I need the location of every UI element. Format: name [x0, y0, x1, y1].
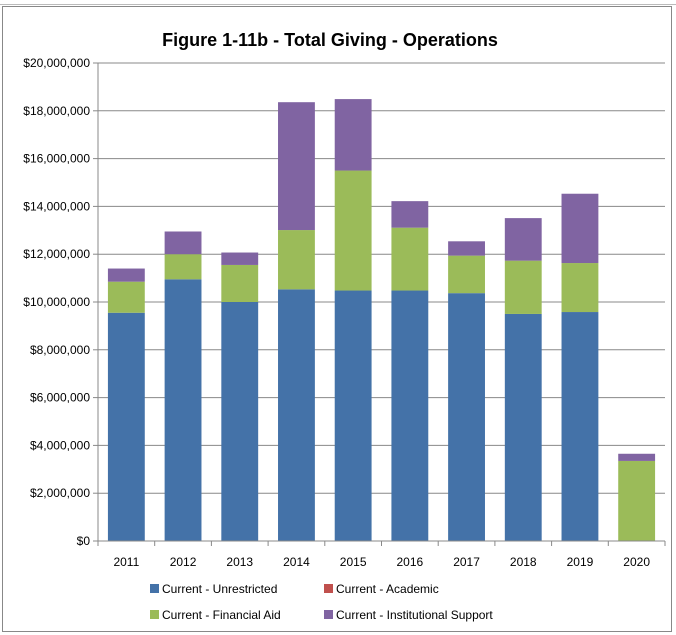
bar-segment [448, 255, 485, 294]
bar-segment [221, 302, 259, 541]
bar-segment [618, 460, 656, 541]
bar-segment [164, 231, 202, 255]
bar-segment [221, 252, 259, 265]
legend-swatch [150, 584, 159, 593]
legend-swatch [150, 610, 159, 619]
legend-swatch [324, 584, 333, 593]
bar-segment [278, 289, 315, 541]
bar-segment [391, 290, 429, 541]
bar-segment [278, 230, 315, 290]
bar-segment [561, 263, 599, 313]
y-tick-label: $20,000,000 [23, 56, 90, 70]
x-tick-label: 2019 [567, 555, 594, 569]
y-tick-label: $16,000,000 [23, 152, 90, 166]
bar-segment [561, 193, 599, 264]
x-tick-label: 2012 [170, 555, 197, 569]
x-tick-label: 2011 [113, 555, 139, 569]
y-tick-label: $12,000,000 [23, 247, 90, 261]
bar-segment [448, 293, 485, 541]
bar-segment [278, 102, 315, 231]
bar-segment [221, 264, 259, 302]
x-tick-label: 2020 [623, 555, 650, 569]
x-tick-label: 2016 [396, 555, 423, 569]
bar-segment [504, 260, 542, 314]
bar-segment [561, 312, 599, 541]
bar-segment [334, 290, 372, 541]
y-tick-label: $8,000,000 [30, 343, 90, 357]
x-tick-label: 2014 [283, 555, 310, 569]
bar-segment [504, 313, 542, 541]
legend-label: Current - Academic [336, 582, 439, 596]
y-tick-label: $10,000,000 [23, 295, 90, 309]
y-tick-label: $4,000,000 [30, 438, 90, 452]
bar-segment [334, 99, 372, 171]
bar-segment [334, 170, 372, 291]
bar-segment [618, 453, 656, 461]
y-tick-label: $18,000,000 [23, 104, 90, 118]
y-tick-label: $14,000,000 [23, 199, 90, 213]
x-tick-label: 2013 [226, 555, 253, 569]
bar-segment [164, 254, 202, 280]
bar-segment [107, 281, 145, 313]
legend: Current - Unrestricted Current - Academic… [150, 582, 493, 622]
y-tick-label: $0 [77, 534, 91, 548]
legend-label: Current - Institutional Support [336, 608, 493, 622]
bars [107, 99, 656, 541]
bar-segment [391, 227, 429, 291]
legend-swatch [324, 610, 333, 619]
bar-segment [107, 268, 145, 282]
y-tick-label: $2,000,000 [30, 486, 90, 500]
bar-segment [448, 241, 485, 256]
legend-label: Current - Unrestricted [162, 582, 277, 596]
bar-segment [504, 218, 542, 261]
chart-title: Figure 1-11b - Total Giving - Operations [162, 30, 498, 50]
x-tick-label: 2015 [340, 555, 367, 569]
bar-segment [107, 312, 145, 541]
x-tick-label: 2017 [453, 555, 480, 569]
bar-segment [391, 201, 429, 228]
y-tick-label: $6,000,000 [30, 391, 90, 405]
axes: $0 $2,000,000 $4,000,000 $6,000,000 $8,000,0… [23, 56, 666, 569]
legend-label: Current - Financial Aid [162, 608, 281, 622]
bar-segment [164, 279, 202, 541]
top-edge [0, 0, 676, 5]
x-tick-label: 2018 [510, 555, 537, 569]
